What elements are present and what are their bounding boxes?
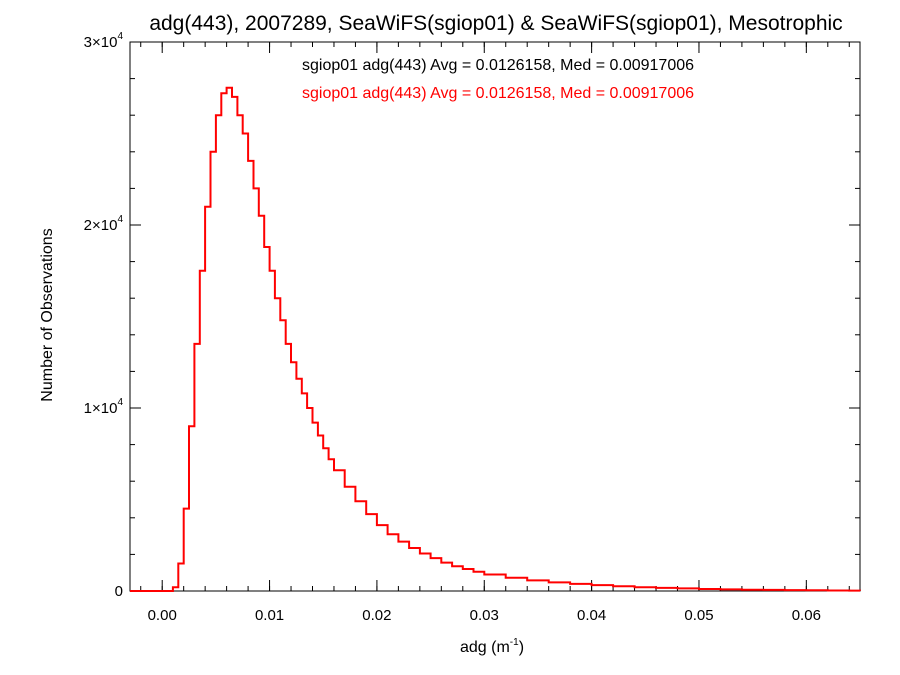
y-tick-label: 2×104	[84, 214, 124, 234]
stats-annotation-red: sgiop01 adg(443) Avg = 0.0126158, Med = …	[302, 85, 694, 102]
x-tick-label: 0.04	[577, 607, 606, 624]
x-tick-label: 0.02	[362, 607, 391, 624]
plot-area	[129, 41, 861, 592]
y-tick-label: 1×104	[84, 397, 124, 417]
y-axis-label: Number of Observations	[39, 228, 56, 401]
y-axis: 0 1×104 2×104 3×104	[84, 31, 860, 600]
chart-title: adg(443), 2007289, SeaWiFS(sgiop01) & Se…	[149, 12, 842, 35]
x-tick-label: 0.06	[792, 607, 821, 624]
x-tick-label: 0.03	[470, 607, 499, 624]
series-line	[130, 86, 861, 592]
x-axis-label: adg (m-1)	[460, 637, 524, 656]
y-tick-label: 3×104	[84, 31, 124, 51]
x-tick-label: 0.01	[255, 607, 284, 624]
y-tick-label: 0	[115, 583, 123, 600]
x-axis: 0.00 0.01 0.02 0.03 0.04 0.05 0.06	[140, 42, 850, 624]
stats-annotation-black: sgiop01 adg(443) Avg = 0.0126158, Med = …	[302, 57, 694, 74]
plot-frame	[129, 41, 861, 592]
x-tick-label: 0.00	[148, 607, 177, 624]
x-tick-label: 0.05	[684, 607, 713, 624]
